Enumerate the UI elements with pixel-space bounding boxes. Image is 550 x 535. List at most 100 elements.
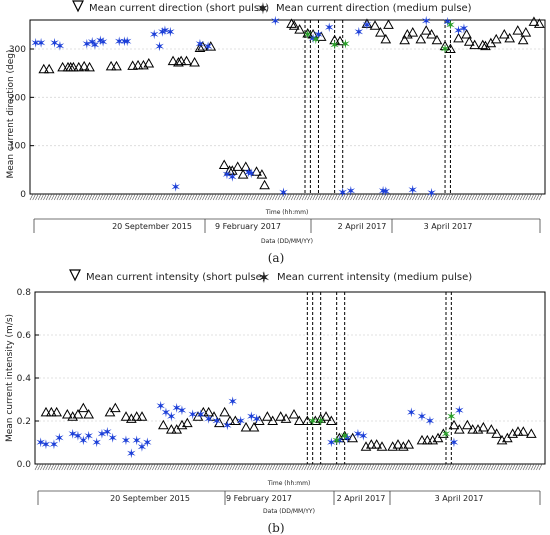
triangle-point [467, 424, 479, 434]
star-point: ✶ [203, 412, 214, 427]
event-star-point: ✶ [440, 43, 451, 58]
y-tick-label: 200 [9, 93, 26, 103]
star-point: ✶ [380, 185, 391, 200]
x-tick [90, 463, 95, 471]
x-tick [530, 463, 535, 471]
x-tick [224, 463, 228, 471]
triangle-point [477, 39, 489, 50]
x-tick [350, 193, 354, 201]
x-tick [140, 193, 144, 201]
x-tick [186, 463, 191, 471]
x-tick [463, 193, 467, 201]
x-tick [434, 463, 439, 471]
x-tick [96, 463, 100, 471]
x-tick [453, 463, 457, 471]
panel-a-direction: Mean current direction (short pulse) ✶ M… [6, 0, 546, 265]
x-tick [242, 463, 247, 471]
x-tick [416, 463, 420, 471]
x-tick [527, 193, 532, 201]
date-group-label: 20 September 2015 [112, 222, 192, 231]
star-point: ✶ [89, 39, 100, 54]
star-point: ✶ [73, 430, 84, 445]
triangle-point [426, 28, 437, 39]
star-point: ✶ [161, 406, 172, 421]
x-tick [99, 193, 104, 201]
x-tick [498, 463, 503, 471]
event-star-point: ✶ [441, 427, 452, 442]
x-tick [149, 463, 153, 471]
x-tick [309, 193, 314, 201]
date-group-label: 3 April 2017 [424, 222, 473, 231]
triangle-point [61, 409, 73, 419]
x-tick [522, 193, 527, 201]
x-tick [418, 463, 423, 471]
star-point: ✶ [334, 434, 345, 449]
event-lines-a [304, 20, 451, 194]
triangle-point [517, 34, 529, 45]
x-tick [349, 463, 353, 471]
x-tick [218, 463, 223, 471]
marks-b: ✶✶✶✶ ✶✶✶✶✶✶✶✶ ✶✶✶✶✶✶✶✶✶✶ ✶✶✶✶ ✶✶✶ ✶✶✶✶✶ ✶✶✶ ✶✶✶… [35, 395, 537, 462]
x-tick [77, 463, 81, 471]
legend-b-star-icon: ✶ [257, 268, 270, 287]
x-tick [137, 193, 141, 201]
x-tick [338, 463, 343, 471]
x-tick [400, 463, 404, 471]
x-tick [168, 463, 172, 471]
triangle-point [439, 40, 451, 51]
x-tick [538, 463, 543, 471]
x-tick [220, 193, 225, 201]
x-tick [341, 463, 345, 471]
star-point: ✶ [137, 440, 148, 455]
star-point: ✶ [378, 185, 389, 200]
x-tick [86, 193, 90, 201]
x-tick [421, 463, 425, 471]
x-tick [410, 463, 415, 471]
triangle-point [334, 35, 346, 46]
x-tick [253, 193, 257, 201]
triangle-point [240, 161, 252, 171]
triangle-point [267, 415, 279, 425]
x-tick [312, 193, 317, 201]
x-tick [398, 193, 403, 201]
x-tick [48, 193, 53, 201]
x-tick [533, 463, 537, 471]
x-tick [496, 463, 500, 471]
x-tick [339, 193, 343, 201]
x-tick [517, 463, 521, 471]
x-tick [45, 463, 49, 471]
triangle-point [205, 41, 217, 51]
x-tick [272, 193, 276, 201]
triangle-point [520, 27, 532, 37]
x-tick [229, 193, 233, 201]
star-point: ✶ [458, 22, 469, 37]
x-tick [138, 463, 143, 471]
x-tick [156, 193, 160, 201]
x-tick [304, 193, 308, 201]
x-tick [317, 193, 322, 201]
x-tick [256, 463, 260, 471]
x-tick [402, 463, 407, 471]
x-tick [322, 463, 327, 471]
x-tick [301, 463, 305, 471]
x-tick [61, 463, 65, 471]
x-tick [72, 193, 77, 201]
star-point: ✶ [187, 408, 198, 423]
triangle-point [181, 417, 193, 428]
x-tick [413, 463, 417, 471]
x-tick [514, 193, 519, 201]
star-point: ✶ [154, 40, 165, 55]
x-tick [133, 463, 137, 471]
x-tick [210, 193, 214, 201]
x-tick [64, 193, 69, 201]
triangle-point [445, 43, 456, 53]
x-tick [194, 193, 198, 201]
triangle-point [143, 57, 155, 68]
x-tick [37, 463, 41, 471]
x-tick [142, 193, 147, 201]
x-tick [106, 463, 111, 471]
triangle-point [224, 415, 236, 425]
x-tick [394, 463, 399, 471]
x-tick [458, 463, 463, 471]
x-tick [342, 193, 346, 201]
